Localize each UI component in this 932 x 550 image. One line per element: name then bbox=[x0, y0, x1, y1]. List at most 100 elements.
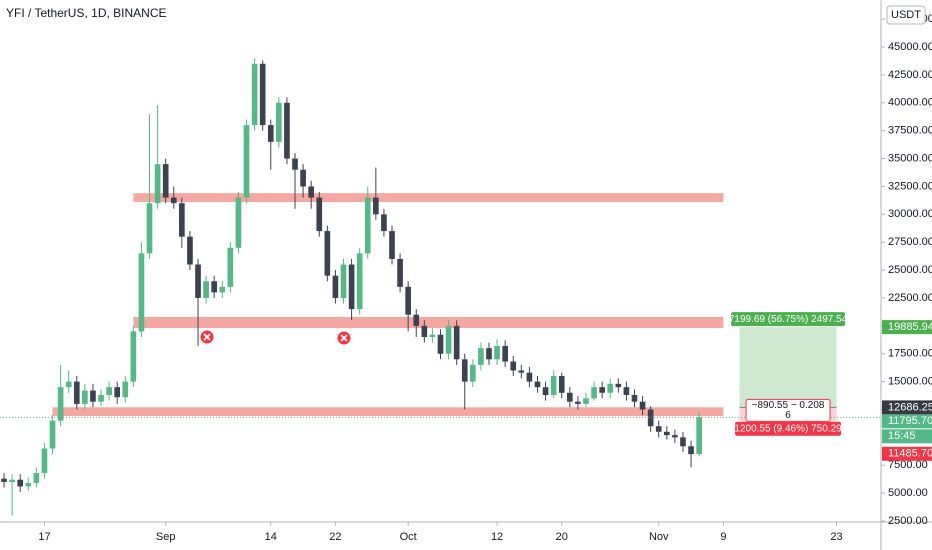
candle-body bbox=[146, 203, 153, 254]
candle-body bbox=[300, 169, 306, 187]
candle-body bbox=[526, 372, 533, 382]
candle-body bbox=[340, 264, 347, 298]
y-tick-label: 27500.00 bbox=[888, 236, 932, 248]
candle-body bbox=[219, 286, 226, 293]
candle-body bbox=[639, 401, 646, 410]
y-tick-label: 32500.00 bbox=[888, 180, 932, 192]
stop-price: 11485.70 bbox=[888, 448, 932, 460]
candle-body bbox=[179, 203, 185, 237]
candle-body bbox=[494, 345, 500, 360]
candle-body bbox=[130, 331, 137, 382]
x-tick-label: Oct bbox=[400, 531, 417, 543]
y-tick-label: 45000.00 bbox=[888, 41, 932, 53]
y-tick-label: 37500.00 bbox=[888, 125, 932, 137]
candle-body bbox=[114, 387, 121, 398]
candle-body bbox=[518, 370, 525, 373]
candle-body bbox=[688, 446, 694, 455]
y-tick-label: 40000.00 bbox=[888, 97, 932, 109]
candle-body bbox=[9, 479, 15, 482]
candle-body bbox=[575, 401, 581, 404]
candle-body bbox=[106, 387, 112, 395]
candle-body bbox=[615, 383, 622, 388]
candle-body bbox=[421, 325, 428, 337]
candle-body bbox=[453, 325, 460, 360]
candle-body bbox=[486, 348, 492, 360]
target-area bbox=[739, 327, 837, 408]
candle-body bbox=[510, 361, 517, 371]
candle-body bbox=[663, 431, 670, 436]
x-tick-label: Sep bbox=[156, 531, 176, 543]
candle-body bbox=[73, 381, 80, 404]
candle-body bbox=[655, 426, 662, 432]
currency-box bbox=[886, 5, 926, 25]
chart-title: YFI / TetherUS, 1D, BINANCE bbox=[6, 6, 167, 20]
entry-price: 12686.25 bbox=[888, 401, 932, 413]
candle-body bbox=[41, 448, 48, 474]
stop-label: 1200.55 (9.46%) 750.29 bbox=[734, 423, 842, 434]
candle-body bbox=[243, 125, 250, 198]
y-tick-label: 22500.00 bbox=[888, 292, 932, 304]
zone bbox=[133, 316, 724, 329]
x-tick-label: 9 bbox=[720, 531, 726, 543]
y-tick-label: 2500.00 bbox=[888, 515, 928, 527]
candle-body bbox=[203, 281, 209, 298]
candle-body bbox=[187, 236, 193, 265]
last-price-box bbox=[882, 414, 932, 429]
candle-body bbox=[583, 398, 589, 404]
x-tick-label: 20 bbox=[556, 531, 568, 543]
candle-body bbox=[599, 387, 605, 393]
x-tick-label: 17 bbox=[38, 531, 50, 543]
x-tick-label: 23 bbox=[830, 531, 842, 543]
candle-body bbox=[502, 345, 508, 362]
candle-body bbox=[550, 376, 557, 395]
candle-body bbox=[680, 437, 686, 447]
candle-body bbox=[195, 264, 201, 298]
candle-body bbox=[251, 63, 258, 126]
candle-body bbox=[90, 390, 96, 402]
candle-body bbox=[98, 394, 104, 402]
currency: USDT bbox=[891, 9, 921, 21]
y-tick-label: 30000.00 bbox=[888, 208, 932, 220]
y-tick-label: 42500.00 bbox=[888, 69, 932, 81]
candle-body bbox=[65, 381, 72, 388]
candle-body bbox=[235, 197, 242, 248]
candle-body bbox=[17, 479, 24, 487]
stop-label-box bbox=[735, 421, 842, 436]
candle-body bbox=[478, 348, 484, 365]
candle-body bbox=[33, 473, 40, 484]
y-tick-label: 17500.00 bbox=[888, 348, 932, 360]
pnl-label: −890.55 ~ 0.208 bbox=[752, 400, 825, 411]
candle-body bbox=[397, 258, 403, 287]
candle-body bbox=[82, 390, 88, 404]
candle-body bbox=[154, 164, 161, 204]
candle-body bbox=[623, 387, 630, 395]
x-tick-label: Nov bbox=[649, 531, 669, 543]
candle-body bbox=[292, 158, 298, 170]
candle-body bbox=[591, 387, 597, 399]
candle-body bbox=[413, 314, 420, 326]
candle-body bbox=[259, 63, 266, 126]
x-tick-label: 14 bbox=[265, 531, 277, 543]
y-tick-label: 15000.00 bbox=[888, 376, 932, 388]
candle-body bbox=[607, 383, 614, 393]
candle-body bbox=[566, 392, 573, 402]
candle-body bbox=[49, 420, 56, 449]
candle-body bbox=[470, 364, 476, 382]
candle-body bbox=[284, 102, 290, 159]
pnl-label-box bbox=[745, 398, 831, 422]
qty-label: 6 bbox=[785, 410, 791, 421]
y-tick-label: 35000.00 bbox=[888, 152, 932, 164]
candle-body bbox=[138, 253, 145, 332]
target-price-box bbox=[882, 320, 932, 335]
cross-marker bbox=[337, 331, 351, 345]
countdown: 15:45 bbox=[888, 430, 916, 442]
candle-body bbox=[445, 325, 452, 354]
target-label-box bbox=[731, 312, 846, 327]
zone bbox=[133, 193, 724, 203]
candle-body bbox=[332, 275, 339, 298]
candle-body bbox=[227, 247, 234, 287]
candle-body bbox=[1, 478, 7, 482]
candle-body bbox=[381, 214, 387, 232]
target-price: 19885.94 bbox=[888, 321, 932, 333]
